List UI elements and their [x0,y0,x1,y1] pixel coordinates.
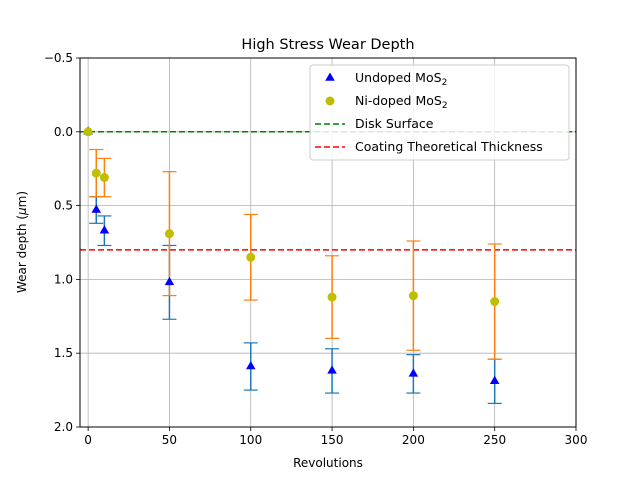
y-axis-label-mu: μ [15,207,29,216]
data-point-ni-doped [408,291,418,301]
data-point-undoped [327,365,337,374]
legend-label: Coating Theoretical Thickness [355,139,543,154]
legend-label-subscript: 2 [442,101,448,111]
y-tick-label: 0.5 [54,199,73,213]
legend-label: Undoped MoS2 [355,70,447,88]
x-tick-label: 250 [483,433,506,447]
data-point-ni-doped [164,229,174,239]
legend-label-text: Disk Surface [355,116,434,131]
legend-box [309,64,570,161]
legend-marker-triangle [325,72,335,81]
legend-label-text: Undoped MoS [355,70,442,85]
data-point-ni-doped [246,252,256,262]
data-point-undoped [91,204,102,213]
y-axis-label: Wear depth (μm) [15,191,29,293]
legend-marker-circle [325,96,335,106]
legend-label-subscript: 2 [442,78,448,88]
data-point-ni-doped [91,168,101,178]
data-point-ni-doped [490,297,500,307]
chart-title: High Stress Wear Depth [241,37,414,53]
axes: 0 50 100 150 200 250 300 −0.5 0.0 0.5 1.0 1.5 2.0 [44,51,588,447]
x-axis-label: Revolutions [293,456,363,470]
data-marks [83,126,502,404]
y-tick-label: 1.0 [54,272,73,286]
x-tick-label: 200 [402,433,425,447]
plot-frame [79,57,577,428]
data-point-ni-doped [99,173,109,183]
x-tick-label: 50 [162,433,177,447]
legend-label-text: Ni-doped MoS [355,93,442,108]
data-point-undoped [245,360,256,370]
data-point-undoped [99,225,110,234]
data-point-undoped [164,276,175,286]
legend-label: Disk Surface [355,116,434,131]
y-tick-label: 0.0 [54,125,73,139]
x-tick-label: 100 [239,433,262,447]
data-point-undoped [408,368,419,377]
legend-label-text: Coating Theoretical Thickness [355,139,543,154]
x-tick-label: 0 [84,433,92,447]
y-tick-label: 1.5 [54,346,73,360]
x-tick-label: 300 [565,433,588,447]
y-axis-label-tail: m) [15,191,29,207]
x-tick-label: 150 [321,433,344,447]
data-point-ni-doped [83,127,93,137]
y-tick-label: −0.5 [44,51,73,65]
data-point-ni-doped [327,292,337,302]
y-axis-label-main: Wear depth ( [15,215,29,293]
y-tick-label: 2.0 [54,420,73,434]
data-point-undoped [489,375,500,384]
legend-label: Ni-doped MoS2 [355,93,448,111]
